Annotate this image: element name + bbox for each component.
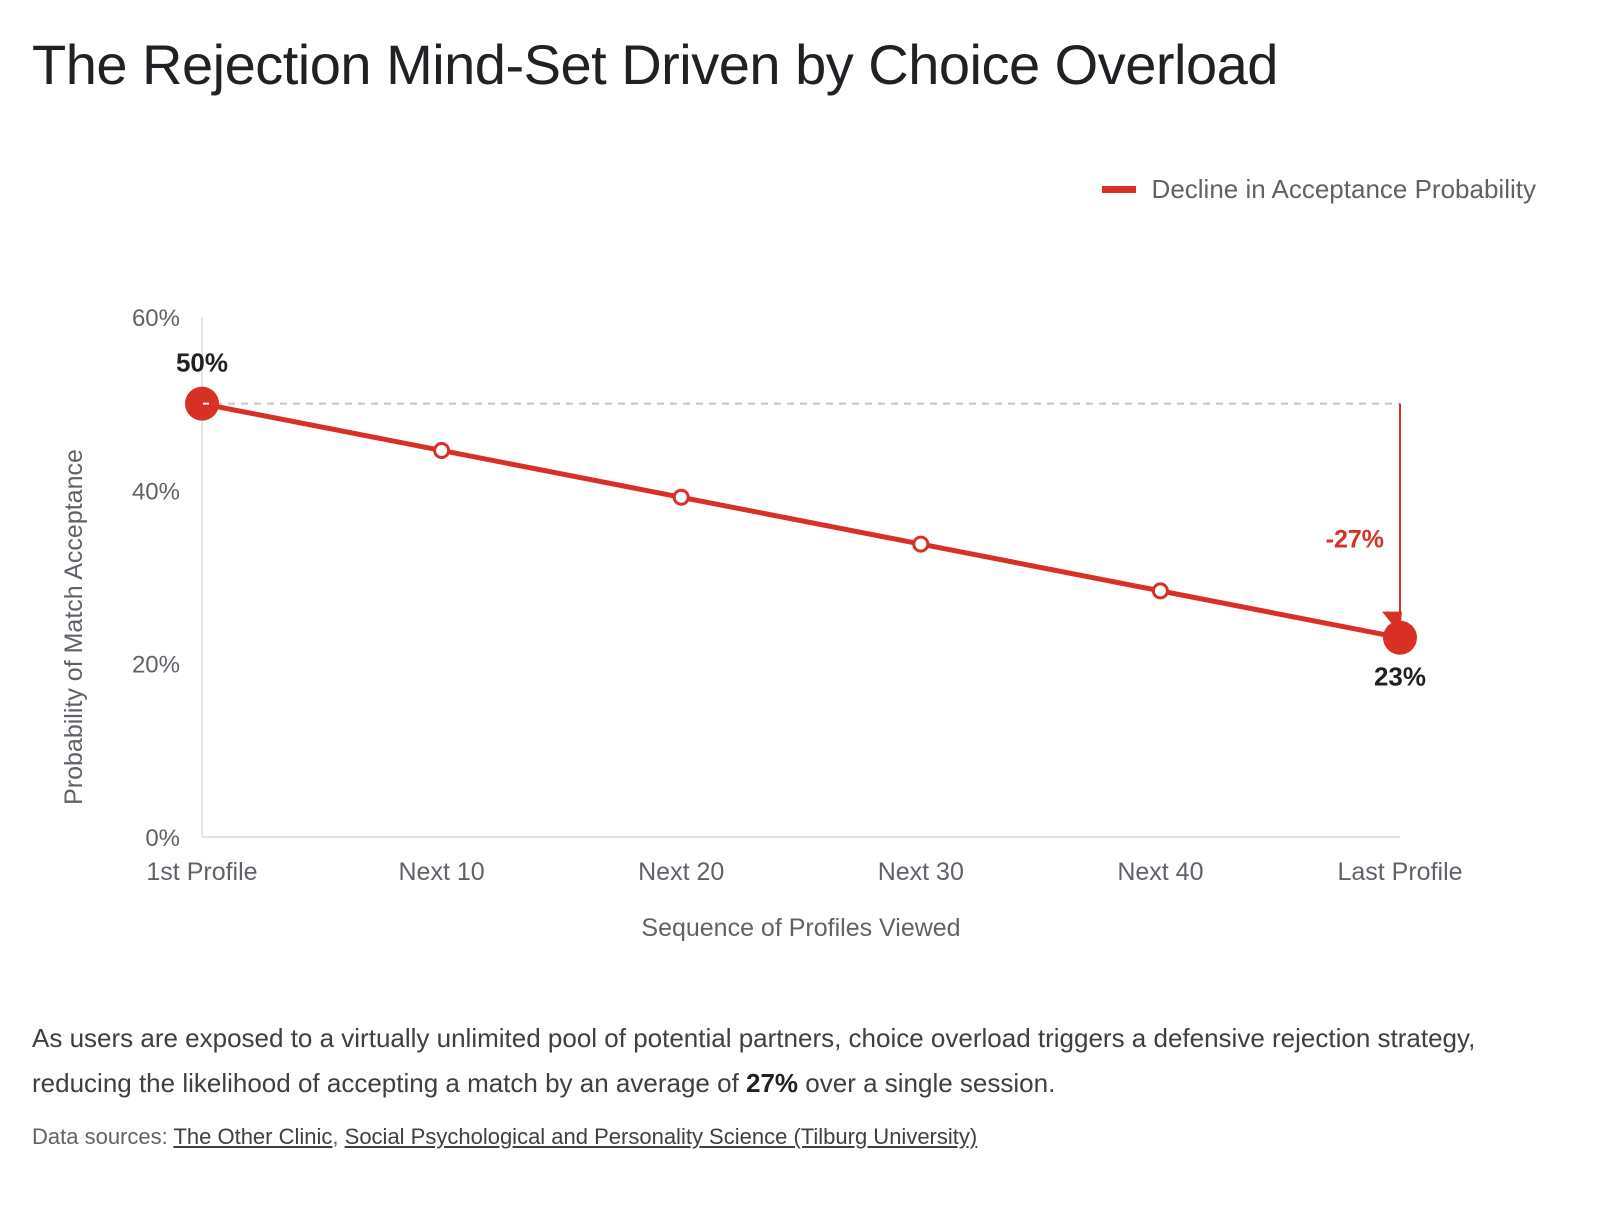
- y-tick-label: 20%: [132, 652, 180, 679]
- legend-swatch: [1101, 186, 1136, 193]
- y-tick-label: 0%: [145, 825, 180, 852]
- x-tick-label: Last Profile: [1337, 858, 1462, 886]
- legend-label: Decline in Acceptance Probability: [1151, 174, 1536, 204]
- legend: Decline in Acceptance Probability: [1101, 174, 1536, 205]
- data-point: [672, 488, 690, 506]
- y-axis-title: Probability of Match Acceptance: [60, 449, 88, 805]
- x-tick-label: Next 40: [1117, 858, 1203, 886]
- y-tick-label: 60%: [132, 305, 180, 332]
- description-text-after: over a single session.: [798, 1068, 1056, 1098]
- x-tick-label: Next 20: [638, 858, 724, 886]
- data-point-endpoint: [1383, 620, 1417, 655]
- sources-prefix: Data sources:: [32, 1124, 174, 1149]
- sources-separator: ,: [332, 1124, 345, 1149]
- data-label-first: 50%: [176, 348, 228, 378]
- drop-annotation-label: -27%: [1326, 526, 1384, 554]
- x-tick-label: Next 10: [399, 858, 485, 886]
- x-axis-title: Sequence of Profiles Viewed: [641, 914, 960, 942]
- x-tick-label: 1st Profile: [146, 858, 257, 886]
- source-link-other-clinic[interactable]: The Other Clinic: [173, 1124, 333, 1149]
- x-tick-label: Next 30: [878, 858, 964, 886]
- chart-title: The Rejection Mind-Set Driven by Choice …: [32, 33, 1278, 96]
- data-point: [433, 441, 451, 459]
- source-link-spps-tilburg[interactable]: Social Psychological and Personality Sci…: [344, 1124, 978, 1149]
- description-text-before: As users are exposed to a virtually unli…: [32, 1023, 1476, 1098]
- data-label-last: 23%: [1374, 662, 1426, 692]
- line-chart: 0% 20% 40% 60% 1st Profile Next 10 Next 20 Next…: [60, 305, 1463, 942]
- data-point: [1151, 582, 1169, 600]
- data-point: [912, 535, 930, 553]
- data-point-endpoint: [185, 386, 219, 421]
- chart-description: As users are exposed to a virtually unli…: [32, 1016, 1562, 1106]
- series-line: [201, 401, 1401, 641]
- data-sources: Data sources: The Other Clinic, Social P…: [32, 1124, 977, 1150]
- description-highlight: 27%: [746, 1068, 799, 1098]
- y-tick-label: 40%: [132, 478, 180, 505]
